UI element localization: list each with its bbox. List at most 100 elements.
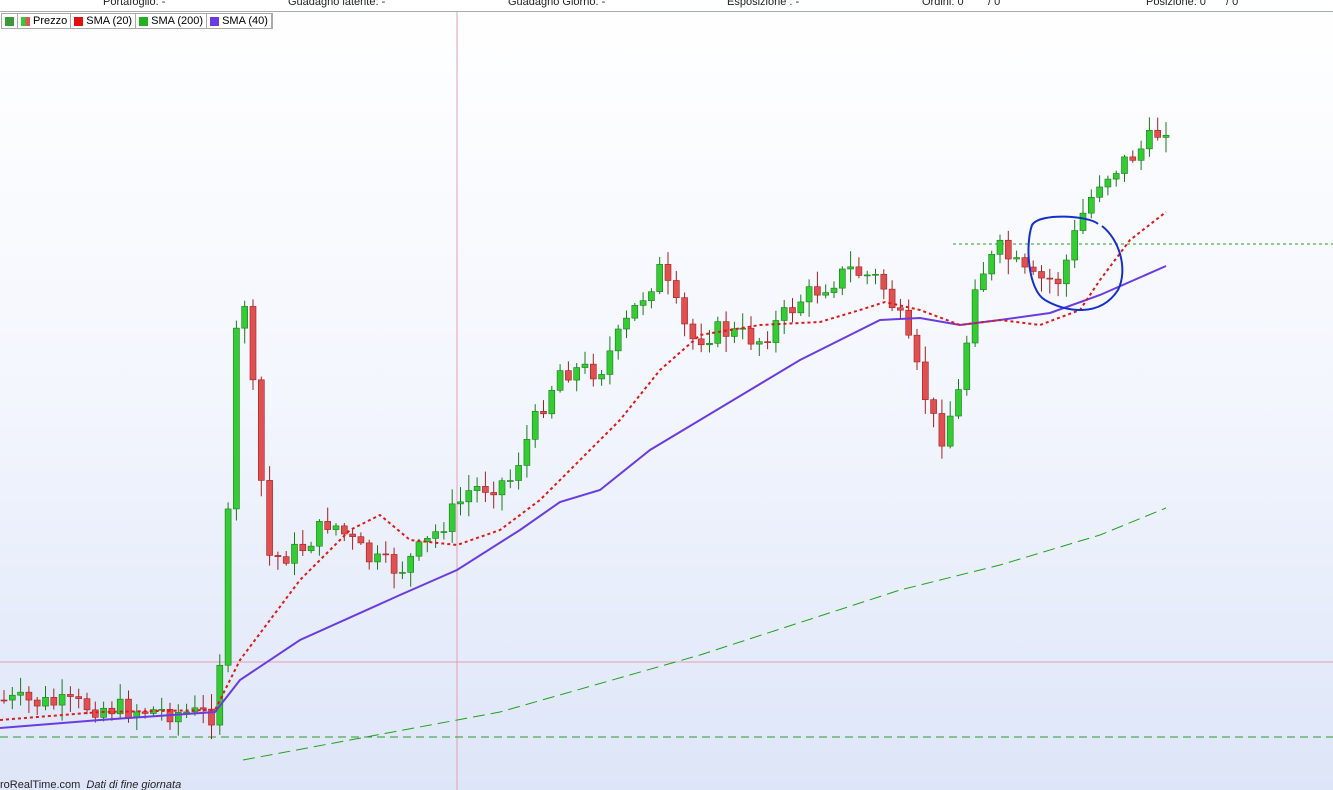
candle-body bbox=[266, 480, 273, 556]
candle-body bbox=[407, 555, 415, 573]
candle-body bbox=[565, 370, 572, 381]
candle-body bbox=[382, 553, 390, 556]
candle-body bbox=[216, 664, 224, 726]
candle-body bbox=[423, 538, 431, 543]
annotation-circle bbox=[1027, 215, 1124, 311]
candle-body bbox=[664, 264, 672, 281]
legend-item[interactable]: SMA (40) bbox=[207, 14, 272, 28]
candle-body bbox=[1146, 130, 1153, 150]
candle-body bbox=[1088, 197, 1095, 214]
sma-200 bbox=[242, 507, 1167, 761]
candle-body bbox=[913, 334, 921, 363]
candle-body bbox=[299, 543, 307, 552]
candle-body bbox=[1129, 156, 1137, 161]
candle-body bbox=[1054, 278, 1062, 285]
candle-body bbox=[589, 363, 597, 380]
candle-body bbox=[92, 709, 99, 718]
sma-40 bbox=[0, 265, 1167, 729]
candle-body bbox=[324, 521, 332, 530]
candle-body bbox=[855, 266, 863, 276]
candle-body bbox=[183, 711, 190, 714]
candle-body bbox=[465, 490, 473, 503]
candle-body bbox=[672, 280, 680, 298]
candle-body bbox=[116, 698, 124, 715]
legend-item[interactable]: Prezzo bbox=[18, 14, 72, 28]
candle-body bbox=[365, 542, 373, 563]
candle-body bbox=[847, 266, 854, 270]
candle-body bbox=[863, 274, 871, 277]
latent-gain: Guadagno latente: - bbox=[288, 0, 386, 8]
candle-body bbox=[598, 374, 605, 380]
candle-body bbox=[399, 572, 406, 574]
candle-body bbox=[814, 286, 821, 296]
candle-body bbox=[307, 545, 315, 552]
candle-body bbox=[531, 411, 539, 440]
note: Dati di fine giornata bbox=[86, 779, 182, 790]
candle-body bbox=[249, 306, 257, 381]
candle-body bbox=[1121, 156, 1128, 174]
legend-item[interactable]: SMA (200) bbox=[136, 14, 208, 28]
candle-body bbox=[199, 707, 207, 710]
candle-body bbox=[340, 525, 348, 535]
candle-body bbox=[506, 480, 514, 482]
candle-body bbox=[822, 292, 830, 296]
toolbar: Portafoglio: - Guadagno latente: - Guada… bbox=[0, 0, 1333, 12]
candle-body bbox=[1046, 277, 1054, 280]
candle-body bbox=[988, 254, 996, 275]
candle-body bbox=[631, 305, 639, 319]
candle-body bbox=[623, 317, 630, 330]
legend-label: SMA (20) bbox=[86, 15, 133, 27]
candle-body bbox=[888, 288, 896, 309]
candle-body bbox=[1104, 178, 1112, 188]
legend-label: Prezzo bbox=[33, 15, 68, 27]
candle-body bbox=[523, 439, 531, 466]
candle-body bbox=[971, 289, 979, 344]
candle-body bbox=[490, 492, 498, 496]
candle-body bbox=[50, 697, 58, 706]
candle-body bbox=[706, 343, 713, 346]
candle-body bbox=[797, 301, 805, 314]
footer: roRealTime.com Dati di fine giornata bbox=[0, 779, 181, 790]
candle-body bbox=[1162, 134, 1170, 138]
candle-body bbox=[83, 698, 91, 711]
candle-body bbox=[1004, 239, 1012, 260]
candles bbox=[0, 117, 1170, 740]
legend-item[interactable]: SMA (20) bbox=[71, 14, 137, 28]
candle-body bbox=[42, 697, 49, 707]
candle-body bbox=[780, 307, 788, 321]
candle-body bbox=[432, 531, 439, 539]
candle-body bbox=[357, 536, 365, 544]
orders[interactable]: Ordini: 0 bbox=[922, 0, 964, 8]
legend-label: SMA (200) bbox=[151, 15, 204, 27]
candle-body bbox=[764, 341, 771, 344]
candle-body bbox=[1013, 257, 1020, 260]
candle-body bbox=[830, 287, 838, 293]
candle-body bbox=[316, 521, 323, 547]
candle-body bbox=[233, 327, 240, 510]
candle-body bbox=[0, 699, 8, 702]
candle-body bbox=[1063, 259, 1070, 285]
candle-body bbox=[241, 306, 248, 329]
candle-body bbox=[448, 503, 456, 532]
candle-body bbox=[963, 342, 971, 390]
candle-body bbox=[75, 696, 82, 699]
candle-body bbox=[125, 698, 132, 718]
orders-total[interactable]: / 0 bbox=[988, 0, 1001, 8]
candle-body bbox=[1137, 148, 1145, 161]
candle-body bbox=[656, 264, 664, 293]
legend: Prezzo SMA (20) SMA (200) SMA (40) bbox=[1, 13, 273, 29]
candle-body bbox=[838, 268, 846, 289]
legend-toggle[interactable] bbox=[2, 14, 18, 28]
candle-body bbox=[1079, 212, 1087, 231]
candle-body bbox=[681, 297, 688, 325]
candle-body bbox=[25, 691, 33, 701]
position-total[interactable]: / 0 bbox=[1226, 0, 1239, 8]
position[interactable]: Posizione: 0 bbox=[1146, 0, 1206, 8]
candle-body bbox=[440, 531, 448, 533]
candle-body bbox=[58, 694, 66, 706]
candle-body bbox=[897, 307, 904, 311]
candle-body bbox=[291, 543, 298, 564]
candle-body bbox=[938, 413, 946, 447]
candle-body bbox=[872, 273, 879, 276]
